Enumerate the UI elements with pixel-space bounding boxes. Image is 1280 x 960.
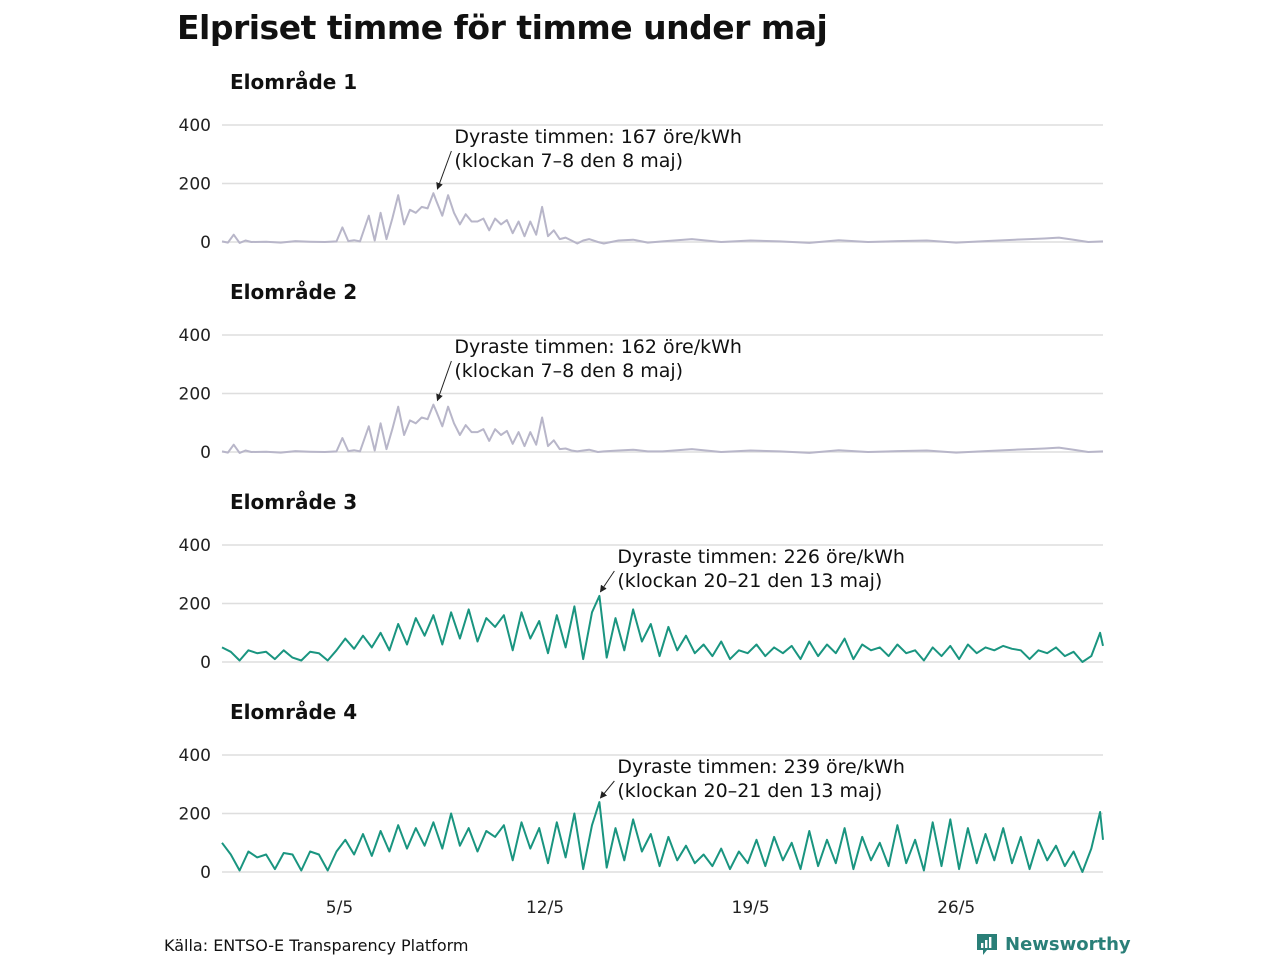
panel-title: Elområde 3	[230, 490, 357, 514]
series-line	[221, 594, 1104, 663]
annotation-arrow	[599, 570, 615, 593]
series-line	[221, 801, 1104, 873]
charts-area: Elområde 1 0 200 400 Dyraste timmen: 167 öre…	[179, 70, 1104, 918]
series-line	[221, 192, 1104, 245]
series-line	[221, 403, 1104, 454]
y-tick-label: 0	[200, 443, 211, 463]
y-tick-label: 200	[179, 385, 211, 405]
annotation-text: Dyraste timmen: 162 öre/kWh	[454, 336, 742, 358]
annotation-text: (klockan 20–21 den 13 maj)	[617, 570, 882, 592]
y-tick-label: 0	[200, 233, 211, 253]
annotation-text: (klockan 7–8 den 8 maj)	[454, 360, 683, 382]
x-tick-label: 5/5	[326, 898, 353, 918]
source-note: Källa: ENTSO-E Transparency Platform	[164, 936, 469, 955]
x-tick-label: 12/5	[526, 898, 564, 918]
y-tick-label: 0	[200, 653, 211, 673]
y-tick-label: 400	[179, 746, 211, 766]
annotation-text: Dyraste timmen: 239 öre/kWh	[617, 756, 905, 778]
panel-title: Elområde 4	[230, 700, 357, 724]
annotation-text: (klockan 7–8 den 8 maj)	[454, 150, 683, 172]
annotation-arrow	[599, 780, 615, 799]
annotation-text: (klockan 20–21 den 13 maj)	[617, 780, 882, 802]
annotation-text: Dyraste timmen: 167 öre/kWh	[454, 126, 742, 148]
y-tick-label: 400	[179, 326, 211, 346]
annotation-text: Dyraste timmen: 226 öre/kWh	[617, 546, 905, 568]
page-title: Elpriset timme för timme under maj	[177, 8, 828, 47]
panel-title: Elområde 1	[230, 70, 357, 94]
panel-title: Elområde 2	[230, 280, 357, 304]
annotation-arrow	[436, 150, 452, 190]
y-tick-label: 200	[179, 175, 211, 195]
brand-name: Newsworthy	[1005, 933, 1131, 955]
y-tick-label: 0	[200, 863, 211, 883]
annotation-arrow	[436, 360, 452, 402]
x-tick-label: 19/5	[732, 898, 770, 918]
brand-logo: Newsworthy	[975, 932, 1131, 956]
x-tick-label: 26/5	[937, 898, 975, 918]
y-tick-label: 400	[179, 536, 211, 556]
y-tick-label: 400	[179, 116, 211, 136]
y-tick-label: 200	[179, 595, 211, 615]
bar-chart-icon	[977, 934, 997, 955]
y-tick-label: 200	[179, 805, 211, 825]
